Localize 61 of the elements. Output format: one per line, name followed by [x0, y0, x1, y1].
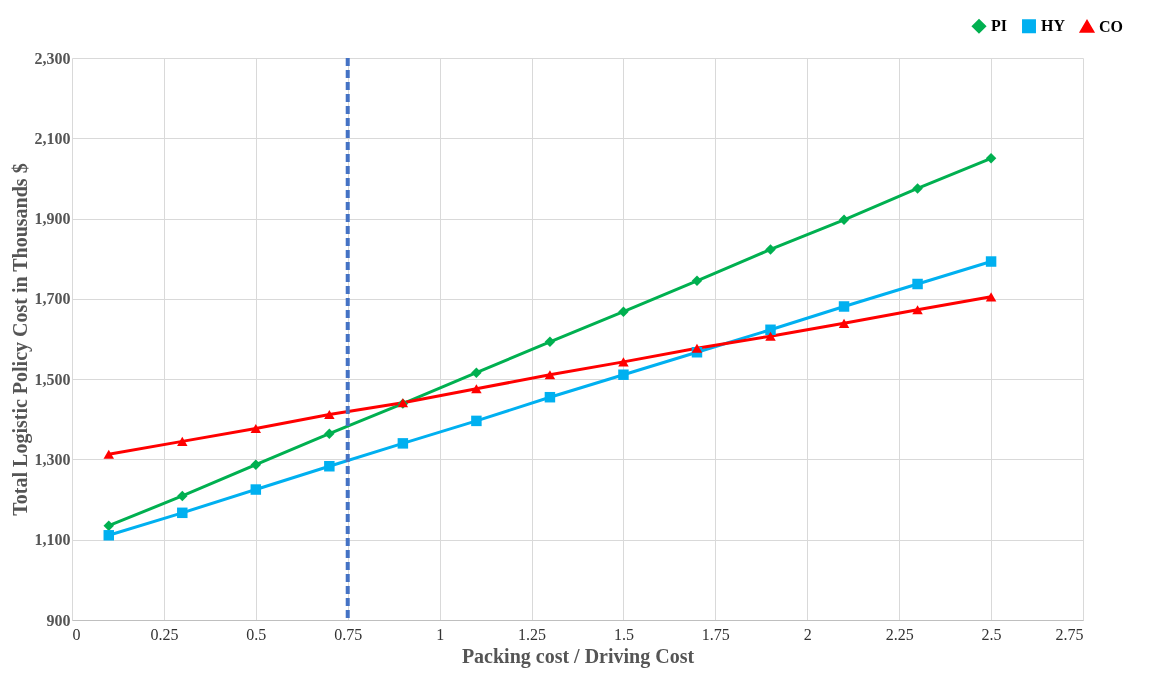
point — [250, 459, 262, 470]
point — [765, 244, 776, 255]
y-tick-label: 1,300 — [34, 450, 71, 468]
y-axis-title: Total Logistic Policy Cost in Thousands $ — [8, 163, 32, 516]
x-tick-label: 2.25 — [885, 625, 914, 643]
point — [544, 370, 556, 380]
point — [985, 153, 997, 164]
point — [324, 409, 335, 420]
point — [765, 324, 776, 336]
x-tick-label: 2.5 — [981, 625, 1002, 643]
y-tick-label: 900 — [46, 611, 71, 629]
x-tick-label: 0.25 — [150, 625, 179, 643]
y-tick-label: 2,100 — [34, 129, 71, 147]
point — [838, 214, 850, 226]
x-tick-label: 2 — [803, 625, 812, 643]
point — [250, 423, 262, 434]
legend-label: HY — [1041, 17, 1066, 35]
legend-label: PI — [991, 17, 1007, 35]
point — [103, 449, 115, 459]
point — [912, 183, 923, 194]
point — [912, 278, 923, 290]
point — [765, 331, 776, 341]
x-tick-label: 0.75 — [334, 625, 363, 643]
point — [618, 369, 629, 380]
point — [324, 461, 335, 472]
point — [250, 484, 262, 495]
y-tick-label: 1,700 — [34, 290, 71, 308]
point — [397, 438, 409, 449]
x-tick-label: 0.5 — [246, 625, 267, 643]
x-tick-label: 1.5 — [613, 625, 634, 643]
point — [691, 343, 703, 353]
point — [471, 384, 482, 394]
point — [544, 391, 556, 403]
point — [618, 357, 629, 367]
point — [912, 305, 923, 315]
y-tick-label: 1,100 — [34, 531, 71, 549]
point — [324, 428, 335, 439]
x-tick-label: 1.25 — [518, 625, 547, 643]
x-axis-title: Packing cost / Driving Cost — [461, 644, 695, 668]
point — [838, 301, 850, 312]
point — [618, 306, 629, 317]
point — [177, 507, 188, 519]
x-tick-label: 1.75 — [701, 625, 730, 643]
point — [177, 490, 188, 502]
point — [471, 367, 482, 378]
y-tick-label: 2,300 — [34, 49, 71, 67]
x-tick-label: 0 — [72, 625, 81, 643]
point — [544, 336, 556, 348]
y-tick-label: 1,900 — [34, 210, 71, 228]
point — [838, 318, 850, 328]
point — [103, 530, 115, 541]
point — [471, 415, 482, 427]
legend-label: CO — [1099, 17, 1123, 35]
point — [985, 292, 997, 302]
point — [985, 256, 997, 267]
x-tick-label: 1 — [436, 625, 445, 643]
point — [177, 436, 188, 446]
x-tick-label: 2.75 — [1055, 625, 1084, 643]
point — [691, 275, 703, 287]
y-tick-label: 1,500 — [34, 370, 71, 388]
point — [103, 520, 115, 531]
